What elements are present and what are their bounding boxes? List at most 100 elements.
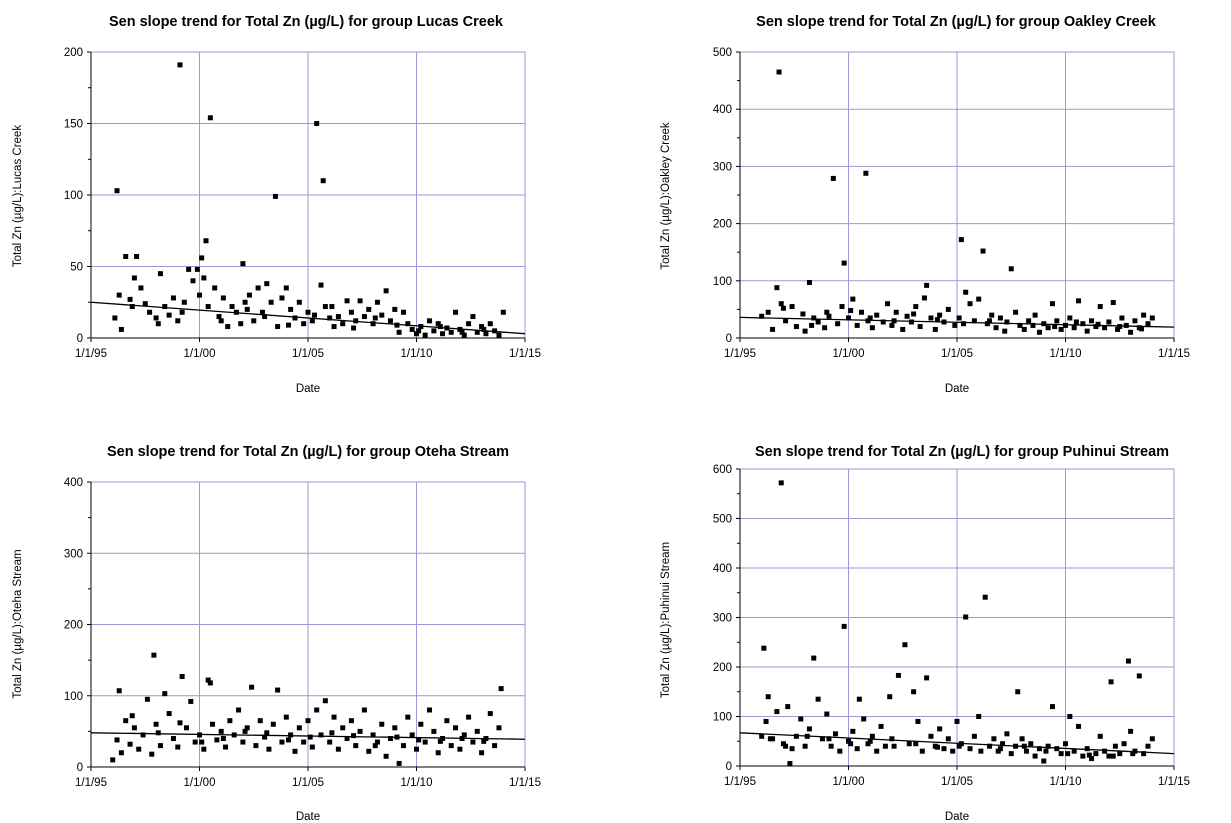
data-point [774,709,780,715]
data-point [826,313,832,319]
chart-panel-lucas-creek: Sen slope trend for Total Zn (µg/L) for … [0,0,615,411]
y-tick-label: 400 [64,477,83,489]
data-point [383,753,389,759]
data-point [335,314,341,320]
y-tick-label: 0 [726,333,732,345]
x-tick-label: 1/1/95 [75,348,107,360]
data-point [372,743,378,749]
y-tick-label: 0 [726,761,732,773]
data-point [1102,325,1108,331]
x-tick-label: 1/1/15 [509,348,541,360]
y-tick-label: 200 [713,219,732,231]
data-point [394,322,400,328]
data-point [924,675,930,681]
data-point [387,736,393,741]
data-point [188,698,194,704]
data-point [787,761,793,767]
x-axis-label: Date [296,383,320,395]
data-point [264,281,270,287]
data-point [257,718,263,724]
data-point [383,288,389,294]
trend-line [90,301,526,335]
data-point [422,739,428,745]
data-point [980,248,986,254]
data-point [958,237,964,243]
data-point [238,321,244,327]
data-point [392,725,398,731]
data-point [470,739,476,745]
data-point [828,743,834,749]
data-point [327,315,333,321]
data-point [279,739,285,745]
data-point [190,278,196,284]
data-point [170,736,176,741]
data-point [826,736,832,742]
data-point [470,314,476,320]
data-point [1110,300,1116,306]
x-tick-label: 1/1/95 [75,777,107,789]
chart-title: Sen slope trend for Total Zn (µg/L) for … [755,444,1169,460]
data-point [780,305,786,311]
x-tick-label: 1/1/05 [292,777,324,789]
data-point [431,728,437,734]
data-point [153,315,159,321]
data-point [800,311,806,317]
data-point [815,696,821,702]
data-point [400,743,406,749]
x-tick-label: 1/1/05 [941,348,973,360]
data-point [887,694,893,700]
y-tick-label: 0 [77,762,83,774]
data-point [906,741,912,747]
data-point [978,748,984,754]
data-point [244,725,250,731]
trend-line [739,732,1175,755]
data-point [242,299,248,305]
data-point [928,315,934,321]
data-point [305,309,311,315]
data-point [329,304,335,310]
data-point [170,295,176,301]
data-point [262,314,268,320]
data-point [1145,321,1151,327]
data-point [114,737,120,743]
data-point [183,725,189,731]
data-point [759,313,765,319]
data-point [396,329,402,335]
data-point [483,331,489,337]
y-tick-label: 600 [713,464,732,476]
data-point [1017,322,1023,328]
data-point [991,736,997,742]
data-point [993,325,999,331]
data-point [155,730,161,736]
data-point [1119,315,1125,321]
data-point [793,324,799,330]
data-point [212,285,218,291]
data-point [162,304,168,310]
data-point [1021,326,1027,332]
data-point [904,313,910,319]
data-point [440,331,446,337]
data-point [1106,319,1112,325]
data-point [937,312,943,318]
data-point [1097,304,1103,310]
data-point [889,322,895,328]
y-tick-label: 100 [64,190,83,202]
data-point [963,614,969,620]
data-point [778,301,784,307]
x-tick-label: 1/1/95 [724,776,756,788]
data-point [759,733,765,739]
chart-oakley-creek: Sen slope trend for Total Zn (µg/L) for … [660,14,1190,395]
data-point [199,255,205,261]
data-point [1043,748,1049,754]
data-point [798,716,804,722]
data-point [487,711,493,717]
data-point [824,309,830,315]
data-point [815,319,821,325]
x-axis-label: Date [945,383,969,395]
data-point [1071,325,1077,331]
chart-panel-oteha-stream: Sen slope trend for Total Zn (µg/L) for … [0,412,615,823]
data-point [351,733,357,739]
y-tick-label: 100 [64,691,83,703]
data-point [785,704,791,710]
data-point [453,309,459,315]
